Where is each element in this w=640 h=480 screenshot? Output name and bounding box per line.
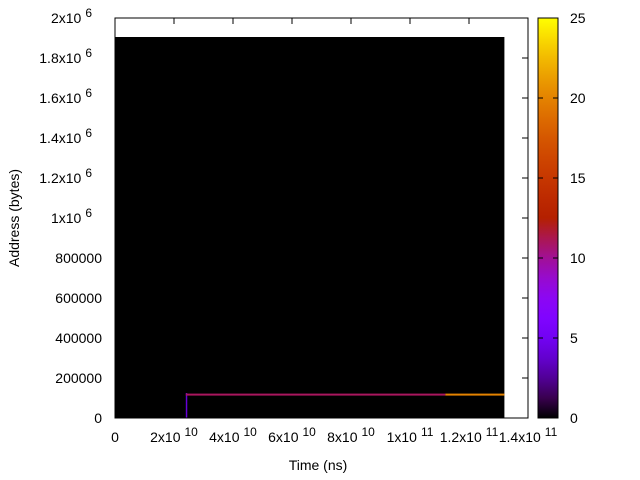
tick-label-exponent: 6	[85, 46, 92, 60]
y-tick-label: 1.4x10 6	[39, 126, 92, 146]
tick-label-mantissa: 2x10	[51, 10, 82, 26]
tick-label-mantissa: 1.2x10	[39, 170, 81, 186]
tick-label-exponent: 10	[362, 425, 376, 439]
tick-label-exponent: 6	[85, 206, 92, 220]
tick-label-exponent: 11	[545, 425, 558, 439]
tick-label-mantissa: 1.8x10	[39, 50, 81, 66]
x-tick-label: 8x10 10	[327, 425, 375, 445]
tick-label-mantissa: 8x10	[327, 429, 358, 445]
y-tick-label: 1.8x10 6	[39, 46, 92, 66]
y-tick-label: 2x10 6	[51, 6, 92, 26]
x-tick-label: 2x10 10	[150, 425, 198, 445]
x-axis-title: Time (ns)	[289, 457, 348, 473]
colorbar-tick-label: 0	[570, 410, 578, 426]
tick-label-mantissa: 1x10	[51, 210, 82, 226]
colorbar-tick-label: 15	[570, 170, 586, 186]
y-tick-label: 0	[94, 410, 102, 426]
heatmap-cell	[445, 393, 505, 396]
y-axis-title: Address (bytes)	[6, 169, 22, 267]
tick-label-mantissa: 2x10	[150, 429, 181, 445]
tick-label-mantissa: 1.4x10	[39, 130, 81, 146]
y-tick-label: 400000	[55, 330, 102, 346]
y-tick-label: 1x10 6	[51, 206, 92, 226]
tick-label-exponent: 10	[185, 425, 199, 439]
colorbar-tick-label: 10	[570, 250, 586, 266]
x-tick-label: 1x10 11	[387, 425, 434, 445]
tick-label-exponent: 6	[85, 86, 92, 100]
x-tick-label: 0	[111, 429, 119, 445]
tick-label-mantissa: 4x10	[209, 429, 240, 445]
tick-label-exponent: 11	[421, 425, 434, 439]
y-tick-label: 600000	[55, 290, 102, 306]
y-tick-label: 1.6x10 6	[39, 86, 92, 106]
tick-label-exponent: 6	[85, 166, 92, 180]
tick-label-exponent: 6	[85, 126, 92, 140]
tick-label-mantissa: 1.4x10	[499, 429, 541, 445]
tick-label-exponent: 10	[303, 425, 317, 439]
y-tick-label: 1.2x10 6	[39, 166, 92, 186]
tick-label-exponent: 11	[486, 425, 499, 439]
colorbar	[537, 17, 559, 419]
tick-label-mantissa: 1.6x10	[39, 90, 81, 106]
heatmap-cell	[115, 37, 505, 418]
tick-label-mantissa: 1.2x10	[440, 429, 482, 445]
heatmap-cell	[185, 393, 188, 418]
heatmap-cell	[185, 393, 446, 396]
colorbar-tick-label: 5	[570, 330, 578, 346]
x-tick-label: 4x10 10	[209, 425, 257, 445]
tick-label-mantissa: 6x10	[268, 429, 299, 445]
tick-label-mantissa: 1x10	[387, 429, 418, 445]
colorbar-tick-label: 20	[570, 90, 586, 106]
y-tick-label: 800000	[55, 250, 102, 266]
x-tick-label: 1.2x10 11	[440, 425, 499, 445]
x-tick-label: 6x10 10	[268, 425, 316, 445]
colorbar-tick-label: 25	[570, 10, 586, 26]
tick-label-exponent: 6	[85, 6, 92, 20]
tick-label-exponent: 10	[244, 425, 258, 439]
x-tick-label: 1.4x10 11	[499, 425, 558, 445]
y-tick-label: 200000	[55, 370, 102, 386]
